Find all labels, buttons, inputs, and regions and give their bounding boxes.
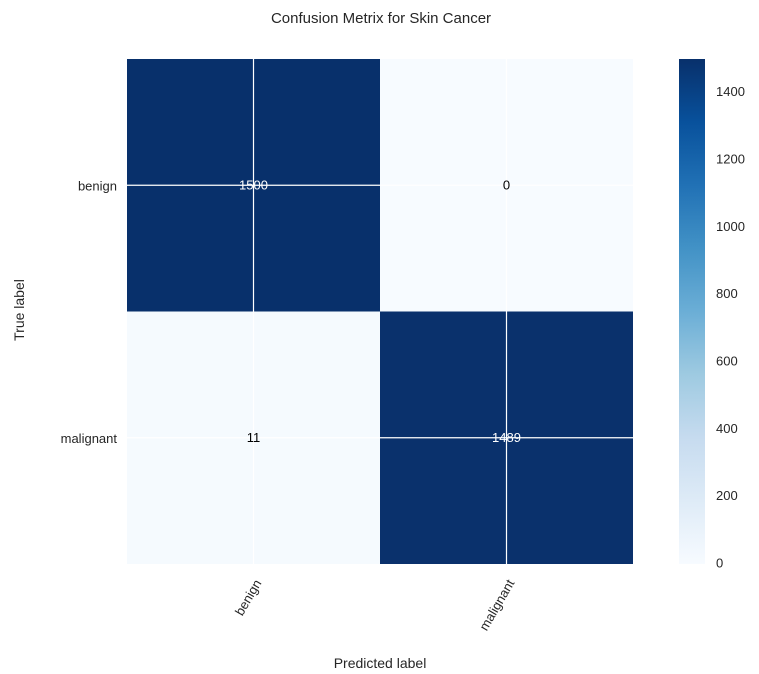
y-tick-label: benign [78, 179, 117, 194]
grid-lines [127, 59, 633, 564]
colorbar-tick-label: 1000 [716, 219, 745, 234]
colorbar [679, 59, 705, 564]
colorbar-tick-label: 600 [716, 353, 738, 368]
colorbar-tick-label: 1200 [716, 151, 745, 166]
y-tick-label: malignant [61, 431, 118, 446]
x-tick-label: benign [232, 577, 265, 618]
x-axis-label: Predicted label [334, 655, 427, 671]
x-tick-labels: benign malignant [232, 576, 518, 633]
colorbar-tick-label: 800 [716, 286, 738, 301]
heatmap-cells [127, 59, 633, 564]
cell-value-label: 11 [247, 430, 261, 445]
colorbar-tick-labels: 0 200 400 600 800 1000 1200 1400 [716, 84, 745, 570]
colorbar-tick-label: 200 [716, 488, 738, 503]
y-tick-labels: benign malignant [61, 179, 118, 447]
cell-value-label: 0 [503, 178, 510, 193]
colorbar-tick-label: 400 [716, 421, 738, 436]
chart-title: Confusion Metrix for Skin Cancer [271, 10, 491, 27]
cell-value-label: 1500 [239, 178, 268, 193]
colorbar-tick-label: 1400 [716, 84, 745, 99]
y-axis-label: True label [11, 279, 27, 341]
cell-value-labels: 1500 0 11 1489 [239, 178, 521, 446]
x-tick-label: malignant [476, 576, 517, 633]
cell-value-label: 1489 [492, 430, 521, 445]
colorbar-tick-label: 0 [716, 555, 723, 570]
